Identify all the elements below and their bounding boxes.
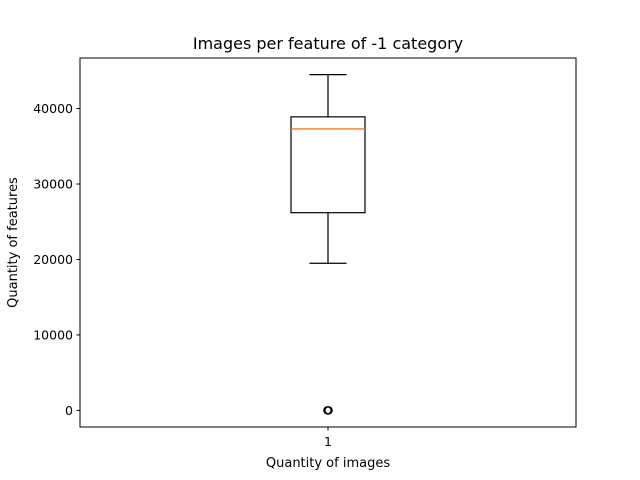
y-axis-label: Quantity of features (6, 177, 21, 308)
box-iqr (290, 116, 366, 214)
x-axis-label: Quantity of images (266, 456, 390, 471)
plot-area (290, 74, 366, 415)
y-tick-label: 0 (65, 403, 73, 418)
y-tick-label: 40000 (33, 101, 73, 116)
chart-title: Images per feature of -1 category (193, 34, 463, 53)
y-tick-label: 30000 (33, 177, 73, 192)
y-tick-label: 20000 (33, 252, 73, 267)
y-tick-label: 10000 (33, 327, 73, 342)
outlier-point (324, 406, 333, 415)
x-tick-label: 1 (324, 434, 332, 449)
